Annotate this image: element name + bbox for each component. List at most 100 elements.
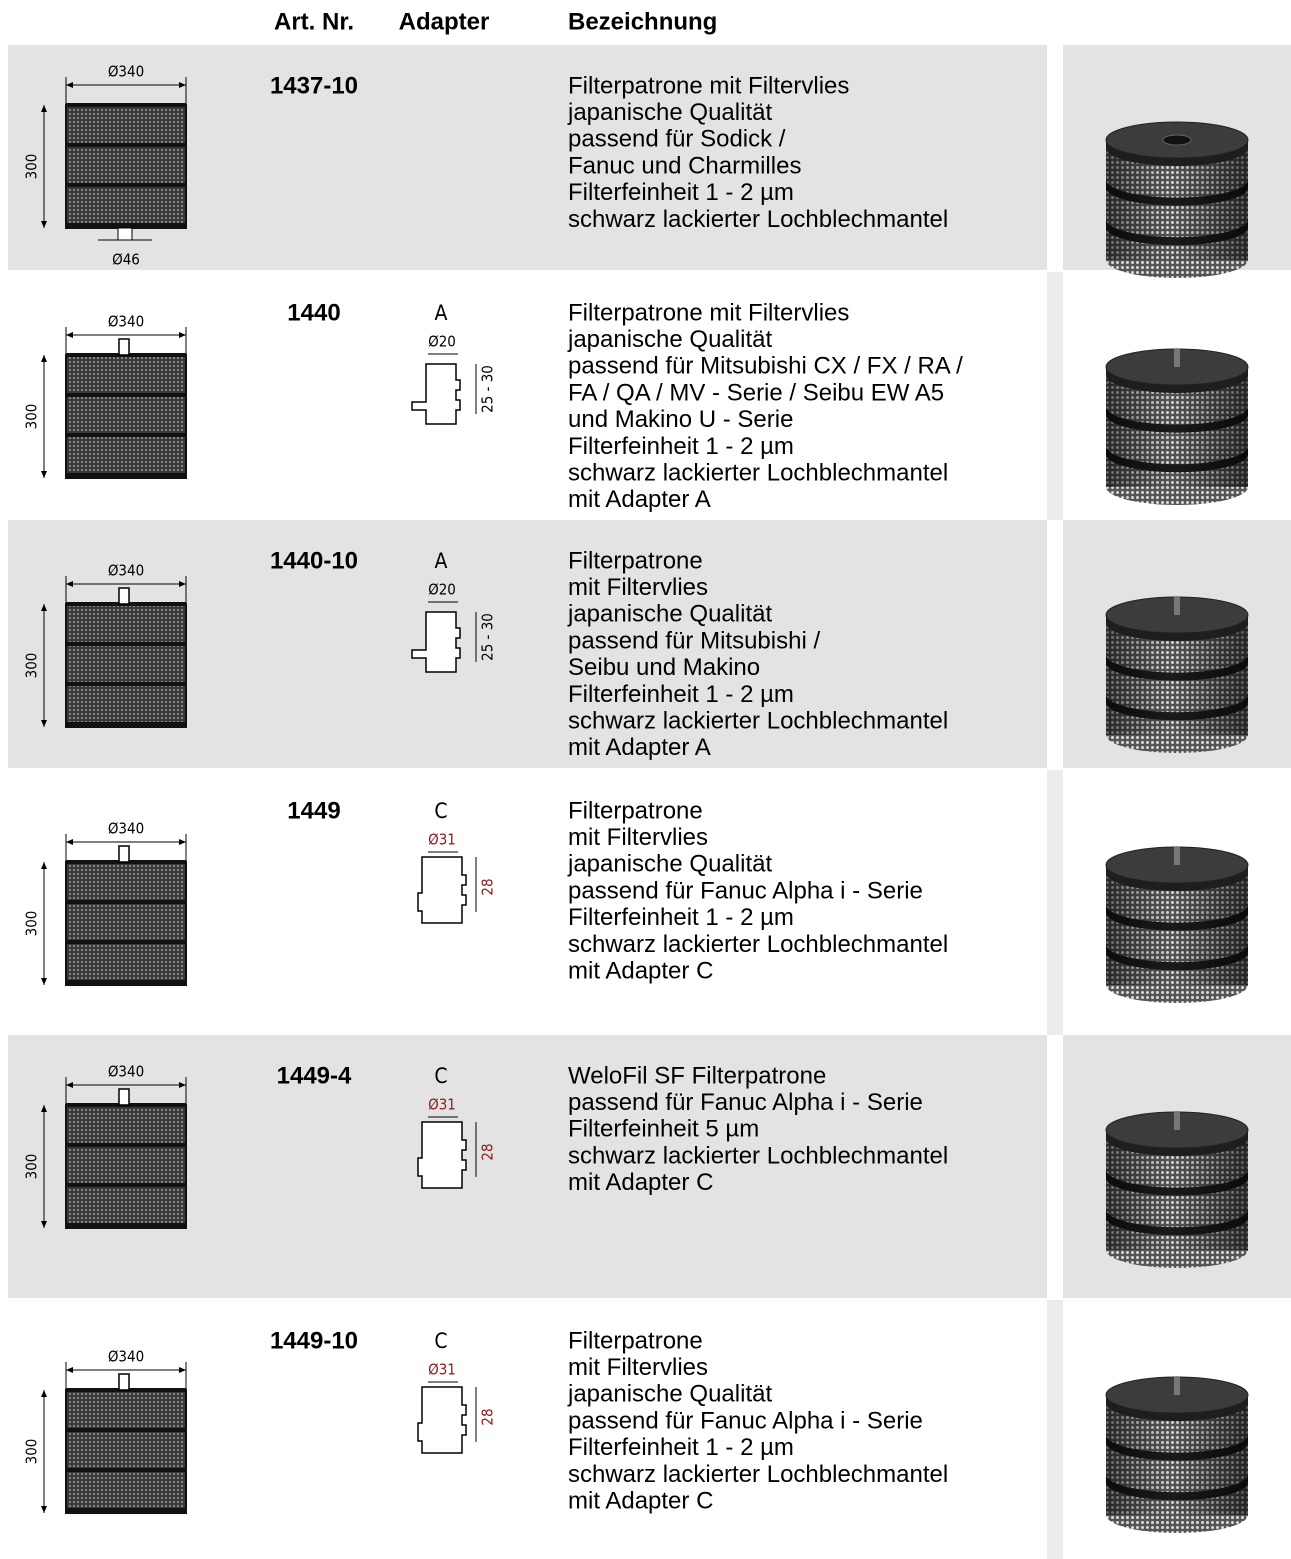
description-line: Filterfeinheit 1 - 2 µm — [568, 904, 794, 931]
description-line: schwarz lackierter Lochblechmantel — [568, 708, 948, 735]
adapter-dimension: 28 — [479, 1408, 497, 1425]
stud — [118, 587, 130, 605]
adapter-shape — [417, 1121, 467, 1189]
description-line: Filterfeinheit 5 µm — [568, 1116, 759, 1143]
product-row: 1437-10 Filterpatrone mit Filtervliesjapa… — [8, 45, 1291, 278]
description-line: schwarz lackierter Lochblechmantel — [568, 206, 948, 233]
band — [66, 940, 186, 944]
stud — [118, 338, 130, 356]
description-line: Filterfeinheit 1 - 2 µm — [568, 433, 794, 460]
description-line: Fanuc und Charmilles — [568, 152, 801, 179]
band — [66, 1183, 186, 1187]
description-line: japanische Qualität — [567, 601, 772, 628]
description-line: Filterfeinheit 1 - 2 µm — [568, 1434, 794, 1461]
photo-hole — [1162, 134, 1192, 146]
dimension-label: 300 — [23, 404, 41, 430]
adapter-letter: C — [434, 799, 447, 823]
adapter-dimension: Ø31 — [428, 1096, 456, 1114]
column-header: Art. Nr. — [274, 8, 354, 35]
description-line: Filterpatrone — [568, 1327, 703, 1354]
description-line: Filterfeinheit 1 - 2 µm — [568, 681, 794, 708]
band — [66, 223, 186, 227]
adapter-dimension: 28 — [479, 1143, 497, 1160]
description-line: schwarz lackierter Lochblechmantel — [568, 1461, 948, 1488]
photo-rim — [1106, 615, 1248, 641]
description-line: Seibu und Makino — [568, 654, 760, 681]
art-number: 1449-10 — [270, 1327, 358, 1354]
band — [66, 1468, 186, 1472]
description-line: mit Filtervlies — [568, 574, 708, 601]
band — [66, 103, 186, 107]
adapter-dimension: Ø20 — [428, 333, 456, 351]
band — [66, 642, 186, 646]
description-line: mit Adapter C — [568, 958, 713, 985]
band — [66, 433, 186, 437]
column-header: Adapter — [399, 8, 490, 35]
description-line: japanische Qualität — [567, 99, 772, 126]
description-line: japanische Qualität — [567, 1381, 772, 1408]
description-line: mit Filtervlies — [568, 824, 708, 851]
description-line: WeloFil SF Filterpatrone — [568, 1062, 826, 1089]
photo-rim — [1106, 367, 1248, 393]
description-line: Filterpatrone — [568, 797, 703, 824]
column-divider — [1047, 770, 1063, 1035]
art-number: 1440-10 — [270, 547, 358, 574]
band — [66, 682, 186, 686]
adapter-dimension: Ø31 — [428, 1361, 456, 1379]
description-line: Filterfeinheit 1 - 2 µm — [568, 179, 794, 206]
dimension-label: Ø340 — [108, 562, 144, 580]
description-line: japanische Qualität — [567, 326, 772, 353]
description-line: passend für Fanuc Alpha i - Serie — [568, 1407, 923, 1434]
adapter-shape — [417, 1386, 467, 1454]
band — [66, 1143, 186, 1147]
photo-rim — [1106, 865, 1248, 891]
description-line: mit Adapter C — [568, 1488, 713, 1515]
description-line: passend für Sodick / — [568, 126, 786, 153]
adapter-shape — [411, 611, 461, 673]
art-number: 1440 — [287, 299, 340, 326]
cartridge — [65, 603, 187, 728]
dimension-label: 300 — [23, 1154, 41, 1180]
dimension-label: Ø46 — [112, 251, 140, 269]
adapter-dimension: Ø20 — [428, 581, 456, 599]
product-row: 1440 A Filterpatrone mit Filtervliesjapani… — [23, 272, 1249, 520]
description-line: mit Adapter A — [568, 734, 711, 761]
photo-stud — [1174, 1377, 1180, 1395]
cartridge — [65, 861, 187, 986]
description-line: und Makino U - Serie — [568, 406, 793, 433]
description-line: schwarz lackierter Lochblechmantel — [568, 931, 948, 958]
band — [66, 1508, 186, 1512]
photo-rim — [1106, 1395, 1248, 1421]
dimension-label: Ø340 — [108, 63, 144, 81]
adapter-letter: C — [434, 1064, 447, 1088]
description-line: passend für Mitsubishi CX / FX / RA / — [568, 353, 963, 380]
adapter-dimension: Ø31 — [428, 831, 456, 849]
dimension-label: Ø340 — [108, 1348, 144, 1366]
description-line: mit Filtervlies — [568, 1354, 708, 1381]
band — [66, 722, 186, 726]
band — [66, 900, 186, 904]
dimension-label: Ø340 — [108, 313, 144, 331]
description-line: passend für Fanuc Alpha i - Serie — [568, 1089, 923, 1116]
description-line: japanische Qualität — [567, 851, 772, 878]
band — [66, 393, 186, 397]
adapter-dimension: 25 - 30 — [479, 613, 497, 661]
photo-rim — [1106, 140, 1248, 166]
adapter-letter: C — [434, 1329, 447, 1353]
description-line: schwarz lackierter Lochblechmantel — [568, 1142, 948, 1169]
art-number: 1449-4 — [277, 1062, 352, 1089]
outlet — [117, 227, 133, 241]
adapter-dimension: 28 — [479, 878, 497, 895]
stud — [118, 1373, 130, 1391]
stud — [118, 845, 130, 863]
photo-stud — [1174, 597, 1180, 615]
description-line: Filterpatrone — [568, 547, 703, 574]
photo-stud — [1174, 1112, 1180, 1130]
band — [66, 143, 186, 147]
dimension-label: Ø340 — [108, 1063, 144, 1081]
art-number: 1437-10 — [270, 72, 358, 99]
